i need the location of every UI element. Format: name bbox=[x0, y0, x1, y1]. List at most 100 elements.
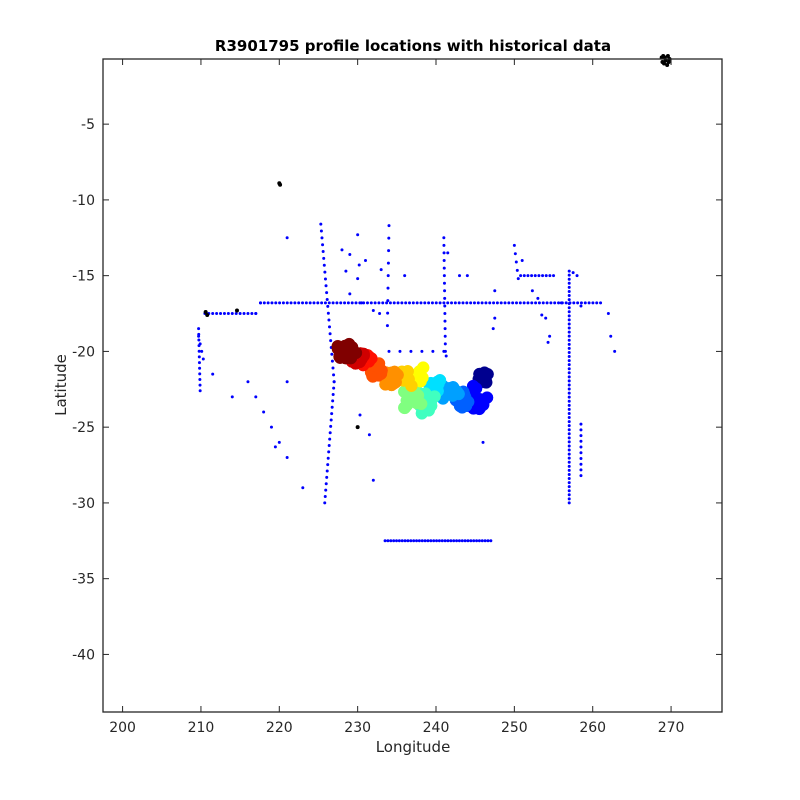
historical-point bbox=[432, 539, 436, 543]
historical-point bbox=[564, 301, 568, 305]
historical-point bbox=[472, 301, 476, 305]
historical-point bbox=[481, 440, 485, 444]
historical-point bbox=[567, 481, 571, 485]
historical-point bbox=[197, 361, 201, 365]
historical-point bbox=[519, 274, 523, 278]
historical-point bbox=[567, 350, 571, 354]
historical-point bbox=[395, 539, 399, 543]
historical-point bbox=[409, 539, 413, 543]
chart-title: R3901795 profile locations with historic… bbox=[215, 37, 611, 55]
historical-point bbox=[442, 281, 446, 285]
other-point bbox=[203, 310, 208, 315]
historical-point bbox=[350, 301, 354, 305]
historical-point bbox=[511, 301, 515, 305]
historical-point bbox=[326, 311, 330, 315]
historical-point bbox=[567, 424, 571, 428]
historical-point bbox=[442, 243, 446, 247]
historical-point bbox=[396, 301, 400, 305]
historical-point bbox=[513, 252, 517, 256]
historical-point bbox=[533, 274, 537, 278]
historical-point bbox=[579, 422, 583, 426]
historical-point bbox=[330, 352, 334, 356]
historical-point bbox=[503, 301, 507, 305]
historical-point bbox=[387, 249, 391, 253]
historical-point bbox=[348, 252, 352, 256]
historical-point bbox=[461, 301, 465, 305]
historical-point bbox=[262, 301, 266, 305]
historical-point bbox=[567, 432, 571, 436]
historical-point bbox=[567, 436, 571, 440]
historical-point bbox=[434, 301, 438, 305]
historical-point bbox=[430, 301, 434, 305]
historical-point bbox=[442, 236, 446, 240]
historical-point bbox=[576, 301, 580, 305]
historical-point bbox=[219, 312, 223, 316]
historical-point bbox=[258, 301, 262, 305]
historical-point bbox=[567, 428, 571, 432]
historical-point bbox=[362, 301, 366, 305]
historical-point bbox=[266, 301, 270, 305]
historical-point bbox=[567, 371, 571, 375]
historical-point bbox=[579, 428, 583, 432]
historical-point bbox=[567, 407, 571, 411]
historical-point bbox=[579, 468, 583, 472]
historical-point bbox=[419, 301, 423, 305]
historical-point bbox=[386, 311, 390, 315]
other-point bbox=[665, 53, 670, 58]
historical-point bbox=[522, 301, 526, 305]
historical-point bbox=[198, 342, 202, 346]
y-tick-label: -5 bbox=[81, 117, 95, 133]
historical-point bbox=[332, 373, 336, 377]
historical-point bbox=[567, 302, 571, 306]
historical-point bbox=[392, 539, 396, 543]
historical-point bbox=[238, 312, 242, 316]
historical-point bbox=[326, 463, 330, 467]
historical-point bbox=[327, 318, 331, 322]
historical-point bbox=[369, 301, 373, 305]
other-point bbox=[665, 63, 670, 68]
trajectory-point bbox=[466, 379, 480, 393]
historical-point bbox=[483, 539, 487, 543]
historical-point bbox=[329, 424, 333, 428]
historical-point bbox=[567, 342, 571, 346]
x-tick-label: 220 bbox=[266, 720, 293, 736]
historical-point bbox=[567, 501, 571, 505]
other-point bbox=[355, 425, 360, 430]
historical-point bbox=[440, 539, 444, 543]
historical-point bbox=[442, 259, 446, 263]
historical-point bbox=[567, 416, 571, 420]
historical-point bbox=[579, 304, 583, 308]
historical-point bbox=[567, 444, 571, 448]
historical-point bbox=[398, 349, 402, 353]
historical-point bbox=[325, 475, 329, 479]
x-tick-label: 270 bbox=[658, 720, 685, 736]
historical-point bbox=[431, 349, 435, 353]
historical-point bbox=[480, 301, 484, 305]
historical-point bbox=[346, 301, 350, 305]
historical-point bbox=[579, 456, 583, 460]
x-tick-label: 230 bbox=[344, 720, 371, 736]
historical-point bbox=[475, 539, 479, 543]
historical-point bbox=[363, 259, 367, 263]
historical-point bbox=[293, 301, 297, 305]
historical-point bbox=[444, 354, 448, 358]
historical-point bbox=[476, 301, 480, 305]
historical-point bbox=[514, 301, 518, 305]
historical-point bbox=[327, 301, 331, 305]
historical-point bbox=[541, 301, 545, 305]
historical-point bbox=[450, 301, 454, 305]
historical-point bbox=[512, 243, 516, 247]
historical-point bbox=[567, 497, 571, 501]
historical-point bbox=[406, 539, 410, 543]
historical-point bbox=[358, 413, 362, 417]
historical-point bbox=[537, 274, 541, 278]
historical-point bbox=[579, 301, 583, 305]
historical-point bbox=[599, 301, 603, 305]
historical-point bbox=[443, 342, 447, 346]
historical-point bbox=[234, 312, 238, 316]
historical-point bbox=[546, 340, 550, 344]
trajectory-point bbox=[389, 367, 403, 381]
historical-point bbox=[567, 493, 571, 497]
historical-point bbox=[323, 501, 327, 505]
historical-point bbox=[579, 474, 583, 478]
